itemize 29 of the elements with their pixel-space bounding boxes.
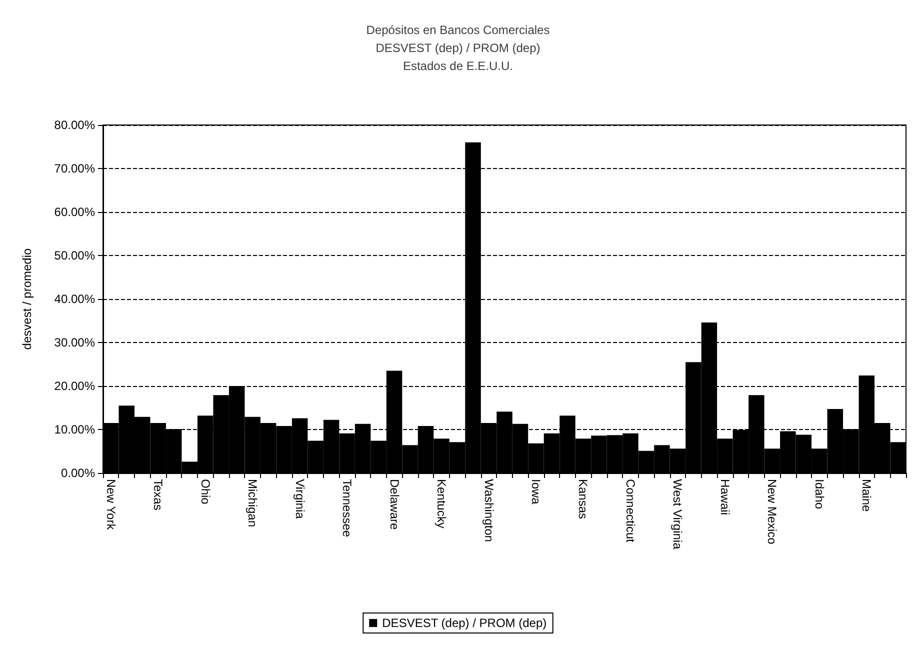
y-tick-label: 30.00% [54,336,96,350]
x-tick-label: Idaho [812,479,826,510]
y-tick-label: 80.00% [54,118,96,132]
x-tick-label: Iowa [528,479,543,505]
legend-label: DESVEST (dep) / PROM (dep) [382,616,547,630]
x-tick-label: New Mexico [765,479,780,545]
y-tick-label: 60.00% [54,205,96,219]
y-tick-label: 50.00% [54,248,96,262]
x-tick-label: Ohio [198,479,212,505]
x-tick-label: West Virginia [670,479,685,550]
x-tick-label: Connecticut [623,479,638,544]
y-axis-title: desvest / promedio [20,248,34,350]
chart-title: Depósitos en Bancos Comerciales DESVEST (dep) / PROM (dep) Estados de E.E.U.U. [366,23,550,73]
x-tick-label: Texas [151,479,166,510]
y-tick-label: 20.00% [54,379,96,393]
x-tick-label: Kansas [576,479,590,520]
y-tick-label: 0.00% [60,466,96,480]
x-tick-label: Hawaii [718,479,732,516]
y-tick-label: 70.00% [54,162,96,176]
x-tick-label: Delaware [387,479,402,530]
x-tick-label: Washington [482,479,496,542]
y-tick-label: 10.00% [54,422,96,436]
x-tick-label: Kentucky [434,479,449,528]
y-tick-label: 40.00% [54,292,96,306]
x-tick-label: Michigan [246,479,260,528]
x-tick-label: Maine [860,479,874,512]
x-tick-label: New York [104,479,118,531]
x-tick-label: Tennessee [340,479,354,538]
x-tick-label: Virginia [292,479,307,520]
